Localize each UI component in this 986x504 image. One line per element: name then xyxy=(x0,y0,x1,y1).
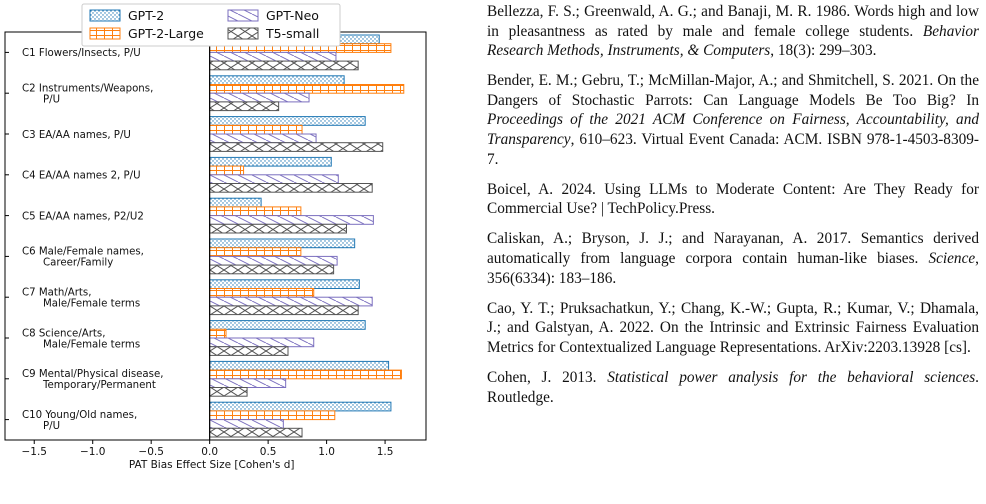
category-label: C8 Science/Arts, Male/Female terms xyxy=(22,328,140,350)
bar-gpt-neo xyxy=(209,337,315,348)
figure-bias-chart: C1 Flowers/Insects, P/U C2 Instruments/We… xyxy=(0,0,430,504)
x-tick-label: 0.0 xyxy=(201,446,218,458)
x-tick-label: −0.5 xyxy=(138,446,164,458)
bar-gpt-neo xyxy=(209,296,373,307)
reference-text: Cao, Y. T.; Pruksachatkun, Y.; Chang, K.… xyxy=(487,299,979,356)
bar-gpt-2-large xyxy=(209,369,402,380)
reference-text: Caliskan, A.; Bryson, J. J.; and Narayan… xyxy=(487,230,979,268)
category-label: C5 EA/AA names, P2/U2 xyxy=(22,211,144,222)
bar-gpt-neo xyxy=(209,51,337,62)
bar-gpt-neo xyxy=(209,133,317,144)
reference-text: , 18(3): 299–303. xyxy=(770,42,877,60)
bar-t5-small xyxy=(209,183,373,193)
bar-t5-small xyxy=(209,387,248,397)
category-label: C9 Mental/Physical disease, Temporary/Per… xyxy=(22,369,163,391)
bar-gpt-neo xyxy=(209,378,287,388)
reference-text: Bellezza, F. S.; Greenwald, A. G.; and B… xyxy=(487,3,979,40)
reference-text: Cohen, J. 2013. xyxy=(487,369,608,386)
x-tick-label: 1.0 xyxy=(318,446,335,458)
bar-t5-small xyxy=(209,346,289,356)
bar-gpt-2-large xyxy=(209,84,405,94)
bar-gpt-neo xyxy=(209,215,374,225)
category-label: C4 EA/AA names 2, P/U xyxy=(22,171,141,182)
bar-gpt-2 xyxy=(209,75,345,86)
category-label: C10 Young/Old names, P/U xyxy=(22,410,137,432)
reference-entry: Caliskan, A.; Bryson, J. J.; and Narayan… xyxy=(487,229,979,288)
bar-t5-small xyxy=(209,305,359,316)
x-tick-label: 0.5 xyxy=(260,446,277,458)
bar-gpt-2-large xyxy=(209,165,245,176)
legend-swatch xyxy=(89,9,121,22)
bar-gpt-2 xyxy=(209,401,392,412)
reference-venue: Proceedings of the 2021 ACM Conference o… xyxy=(487,111,979,149)
bar-gpt-2 xyxy=(209,360,390,371)
reference-text: Bender, E. M.; Gebru, T.; McMillan-Major… xyxy=(487,72,979,109)
legend-box xyxy=(81,3,341,47)
reference-entry: Cao, Y. T.; Pruksachatkun, Y.; Chang, K.… xyxy=(487,299,979,358)
bar-t5-small xyxy=(209,264,335,275)
reference-venue: Statistical power analysis for the behav… xyxy=(607,369,976,386)
reference-text: Boicel, A. 2024. Using LLMs to Moderate … xyxy=(487,180,979,218)
bar-gpt-2-large xyxy=(209,410,336,421)
legend-label: GPT-Neo xyxy=(266,8,319,23)
x-tick-label: 1.5 xyxy=(377,446,394,458)
bar-gpt-2-large xyxy=(209,288,315,298)
chart-legend: GPT-2 GPT-2-Large GPT-Neo T5-small xyxy=(81,3,341,47)
legend-swatch xyxy=(227,9,259,22)
bar-t5-small xyxy=(209,101,280,112)
bar-gpt-2-large xyxy=(209,206,302,217)
x-tick-label: −1.0 xyxy=(80,446,106,458)
bar-gpt-2 xyxy=(209,279,360,289)
reference-entry: Bender, E. M.; Gebru, T.; McMillan-Major… xyxy=(487,71,979,169)
reference-entry: Cohen, J. 2013. Statistical power analys… xyxy=(487,368,979,407)
x-tick-label: −1.5 xyxy=(21,446,47,458)
bar-gpt-neo xyxy=(209,92,310,103)
bar-t5-small xyxy=(209,427,303,438)
reference-entry: Boicel, A. 2024. Using LLMs to Moderate … xyxy=(487,180,979,219)
bar-gpt-neo xyxy=(209,419,284,429)
category-label: C3 EA/AA names, P/U xyxy=(22,130,131,141)
reference-text: . Routledge. xyxy=(487,369,979,406)
bar-gpt-2-large xyxy=(209,247,302,257)
bar-gpt-2-large xyxy=(209,124,303,135)
bar-t5-small xyxy=(209,142,384,152)
legend-swatch xyxy=(227,27,259,40)
bar-t5-small xyxy=(209,60,359,71)
category-label: C6 Male/Female names, Career/Family xyxy=(22,247,144,269)
bar-gpt-2 xyxy=(209,320,366,330)
reference-venue: Science xyxy=(928,250,976,268)
references-list: Bellezza, F. S.; Greenwald, A. G.; and B… xyxy=(487,2,979,418)
category-label: C1 Flowers/Insects, P/U xyxy=(22,48,141,59)
bar-gpt-neo xyxy=(209,174,339,185)
reference-entry: Bellezza, F. S.; Greenwald, A. G.; and B… xyxy=(487,2,979,61)
legend-label: GPT-2 xyxy=(128,8,164,23)
legend-label: T5-small xyxy=(265,26,319,41)
reference-venue: Behavior Research Methods, Instruments, … xyxy=(487,22,979,60)
bar-gpt-2 xyxy=(209,156,332,167)
bar-gpt-2-large xyxy=(209,328,227,339)
bar-gpt-2 xyxy=(209,116,366,126)
bar-gpt-2 xyxy=(209,197,262,208)
legend-swatch xyxy=(89,27,121,40)
reference-text: , 610–623. Virtual Event Canada: ACM. IS… xyxy=(487,131,979,168)
bar-gpt-neo xyxy=(209,255,338,266)
legend-label: GPT-2-Large xyxy=(128,26,204,41)
bar-chart: C1 Flowers/Insects, P/U C2 Instruments/We… xyxy=(4,3,427,471)
category-label: C2 Instruments/Weapons, P/U xyxy=(22,84,153,106)
x-axis-label: PAT Bias Effect Size [Cohen's d] xyxy=(129,459,295,471)
bar-t5-small xyxy=(209,223,347,234)
bar-gpt-2 xyxy=(209,238,356,249)
reference-text: , 356(6334): 183–186. xyxy=(487,250,979,287)
category-label: C7 Math/Arts, Male/Female terms xyxy=(22,288,140,310)
